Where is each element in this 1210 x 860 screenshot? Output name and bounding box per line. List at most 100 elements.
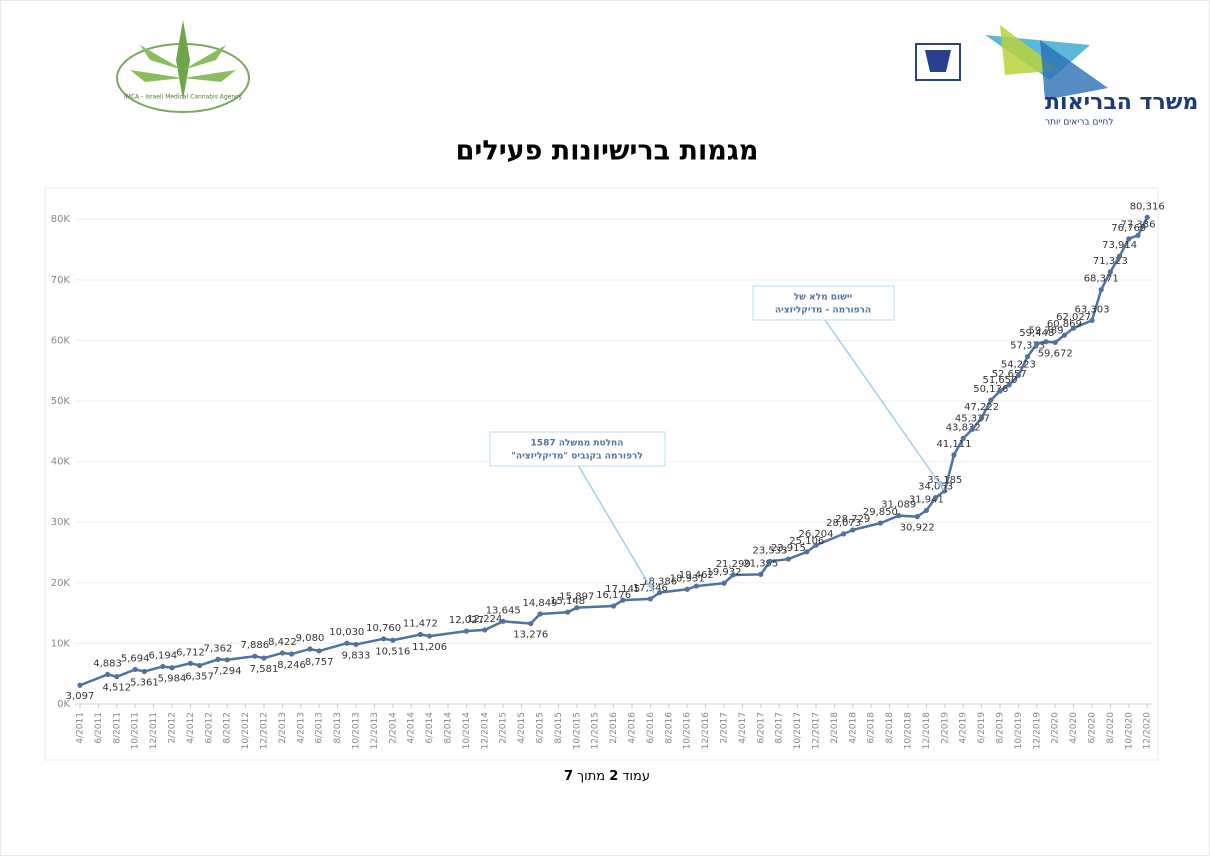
point xyxy=(537,611,543,617)
y-tick-label: 80K xyxy=(51,214,71,225)
point xyxy=(933,494,939,501)
data-label: 41,111 xyxy=(937,439,972,450)
data-label: 10,030 xyxy=(329,627,364,638)
point xyxy=(381,636,387,642)
x-tick-label: 4/2015 xyxy=(517,712,527,744)
y-tick-label: 30K xyxy=(51,517,71,528)
data-label: 43,832 xyxy=(946,422,981,433)
data-label: 11,206 xyxy=(412,642,447,653)
x-tick-label: 8/2019 xyxy=(996,712,1006,744)
data-label: 77,336 xyxy=(1121,219,1156,230)
point xyxy=(1107,269,1113,275)
data-label: 11,472 xyxy=(403,618,438,629)
x-tick-label: 8/2017 xyxy=(775,712,785,744)
data-label: 23,915 xyxy=(771,543,806,554)
data-label: 30,922 xyxy=(900,523,935,534)
x-tick-label: 10/2011 xyxy=(131,712,141,749)
point xyxy=(417,631,423,638)
point xyxy=(785,556,792,562)
x-tick-label: 6/2019 xyxy=(977,712,987,744)
point xyxy=(813,542,819,548)
point xyxy=(141,668,147,675)
point xyxy=(307,646,313,652)
ministry-name: משרד הבריאות xyxy=(1045,90,1198,115)
point xyxy=(896,513,902,519)
point xyxy=(1117,253,1123,259)
data-label: 14,849 xyxy=(523,598,558,609)
data-label: 52,657 xyxy=(992,369,1027,380)
data-label: 15,897 xyxy=(559,592,594,603)
point xyxy=(657,589,663,596)
data-label: 21,395 xyxy=(743,558,778,569)
x-tick-label: 12/2018 xyxy=(922,712,932,750)
callout-text: הרפורמה - מדיקליזציה xyxy=(775,306,871,316)
data-label: 12,224 xyxy=(467,614,502,625)
y-tick-label: 40K xyxy=(51,457,71,468)
data-label: 5,361 xyxy=(130,678,159,689)
x-tick-label: 10/2019 xyxy=(1014,712,1024,750)
point xyxy=(804,549,810,555)
x-tick-label: 2/2015 xyxy=(499,712,509,744)
callout-text: לרפורמה בקנביס "מדיקליזציה" xyxy=(511,452,643,462)
agency-name: IMCA - Israeli Medical Cannabis Agency xyxy=(124,94,242,101)
x-tick-label: 4/2016 xyxy=(628,712,638,744)
data-label: 8,422 xyxy=(268,637,297,648)
x-tick-label: 4/2012 xyxy=(186,712,196,744)
data-label: 10,516 xyxy=(375,646,410,657)
data-label: 12,027 xyxy=(449,615,484,626)
point xyxy=(261,655,267,661)
point xyxy=(77,682,83,688)
data-label: 31,941 xyxy=(909,494,944,505)
x-tick-label: 10/2020 xyxy=(1124,712,1134,750)
point xyxy=(877,520,884,526)
data-label: 59,672 xyxy=(1038,348,1073,359)
x-tick-label: 6/2016 xyxy=(646,712,656,744)
point xyxy=(997,388,1003,394)
point xyxy=(721,580,727,586)
callout-text: החלטת ממשלה 1587 xyxy=(531,439,624,449)
x-tick-label: 8/2011 xyxy=(112,712,122,744)
x-tick-label: 8/2014 xyxy=(444,712,454,744)
x-tick-label: 4/2013 xyxy=(296,712,306,744)
data-label: 63,303 xyxy=(1075,304,1110,315)
data-label: 28,729 xyxy=(835,514,870,525)
chart-frame xyxy=(44,187,1159,761)
point xyxy=(611,603,617,609)
point xyxy=(215,656,221,662)
data-label: 9,080 xyxy=(296,633,325,644)
y-tick-label: 0K xyxy=(57,699,70,710)
footer-word: עמוד xyxy=(622,769,650,784)
point xyxy=(684,586,690,592)
data-label: 19,462 xyxy=(679,570,714,581)
point xyxy=(105,671,111,678)
x-tick-label: 2/2018 xyxy=(830,712,840,744)
point xyxy=(390,637,396,643)
data-label: 18,386 xyxy=(642,577,677,588)
point xyxy=(132,666,138,673)
x-tick-label: 6/2011 xyxy=(94,712,104,744)
data-label: 4,512 xyxy=(102,683,131,694)
data-label: 51,650 xyxy=(983,375,1018,386)
x-tick-label: 2/2020 xyxy=(1051,712,1061,744)
data-label: 45,337 xyxy=(955,413,990,424)
x-tick-label: 10/2013 xyxy=(352,712,362,749)
point xyxy=(1025,353,1031,360)
footer-total: 7 xyxy=(564,769,573,784)
x-tick-label: 12/2013 xyxy=(370,712,380,749)
point xyxy=(1015,372,1022,379)
data-label: 29,850 xyxy=(863,507,898,518)
ministry-slogan: לחיים בריאים יותר xyxy=(1045,118,1113,128)
y-tick-label: 10K xyxy=(51,638,71,649)
x-tick-label: 12/2012 xyxy=(260,712,270,749)
point xyxy=(758,571,764,577)
data-label: 7,886 xyxy=(240,640,269,651)
point xyxy=(841,531,847,537)
data-label: 71,323 xyxy=(1093,256,1128,267)
x-tick-label: 4/2014 xyxy=(407,712,417,744)
data-label: 7,294 xyxy=(213,666,242,677)
x-tick-label: 8/2016 xyxy=(664,712,674,744)
data-label: 19,932 xyxy=(707,567,742,578)
x-tick-label: 8/2020 xyxy=(1106,712,1116,744)
point xyxy=(1071,325,1077,331)
x-tick-label: 8/2015 xyxy=(554,712,564,744)
